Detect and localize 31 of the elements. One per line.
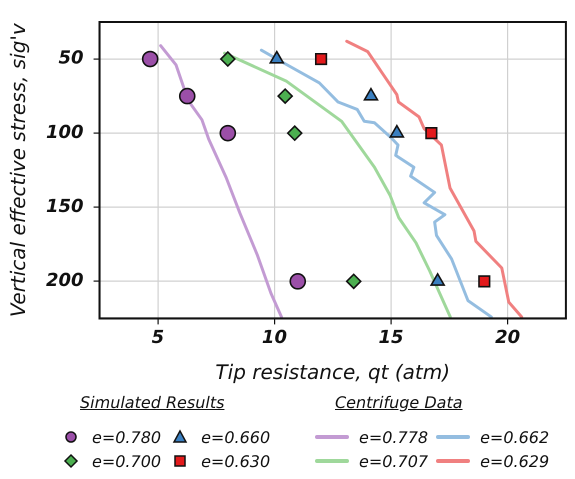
y-tick-label: 50 (58, 48, 84, 69)
x-tick-label: 5 (152, 326, 164, 348)
legend-label: e=0.662 (480, 428, 550, 446)
point (286, 125, 303, 141)
x-axis-title: Tip resistance, qt (atm) (215, 360, 450, 384)
text: Centrifuge Data (335, 393, 463, 412)
y-axis-title: Vertical effective stress, sig'v (6, 22, 30, 318)
point (220, 124, 236, 142)
x-tick-label: 20 (495, 326, 520, 348)
legend-label: e=0.778 (359, 428, 428, 446)
legend-label: e=0.707 (359, 452, 428, 470)
legend-label: e=0.630 (201, 452, 270, 470)
point (425, 127, 438, 140)
point (142, 50, 158, 68)
point (220, 51, 236, 67)
legend-label: e=0.629 (480, 452, 550, 470)
text: Simulated Results (80, 393, 224, 412)
point (314, 52, 328, 66)
point (277, 88, 293, 104)
x-tick-label: 10 (262, 326, 287, 348)
point (178, 88, 196, 104)
point (289, 273, 306, 290)
legend-label: e=0.660 (201, 428, 270, 446)
x-tick-label: 15 (378, 326, 404, 348)
y-tick-label: 100 (46, 122, 84, 143)
legend-label: e=0.700 (92, 452, 162, 470)
point (478, 275, 490, 288)
y-tick-label: 200 (46, 270, 84, 292)
legend-label: e=0.780 (92, 428, 162, 446)
point (346, 274, 362, 290)
y-tick-label: 150 (46, 196, 84, 217)
